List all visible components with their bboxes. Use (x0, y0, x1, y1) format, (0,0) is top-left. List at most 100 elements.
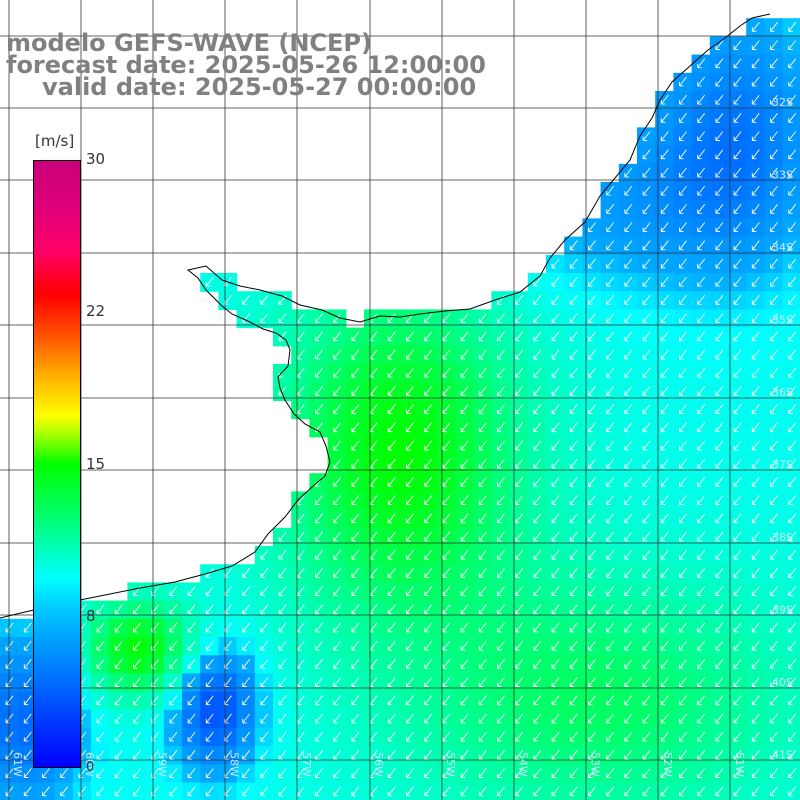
wind-arrow (387, 659, 396, 669)
wind-arrow (460, 422, 469, 433)
wind-arrow (406, 531, 414, 542)
wind-arrow (588, 586, 596, 596)
wind-arrow (642, 458, 651, 469)
wind-arrow (733, 622, 742, 633)
wind-arrow (260, 768, 269, 778)
wind-arrow (751, 367, 760, 378)
wind-arrow (606, 349, 615, 360)
wind-arrow (551, 549, 560, 560)
wind-arrow (642, 568, 651, 578)
wind-arrow (424, 659, 433, 669)
wind-arrow (788, 149, 797, 160)
wind-arrow (551, 477, 560, 487)
wind-arrow (606, 731, 615, 742)
wind-arrow (242, 295, 251, 305)
wind-arrow (460, 622, 469, 633)
wind-arrow (96, 731, 105, 742)
wind-arrow (497, 513, 505, 524)
wind-arrow (697, 750, 706, 760)
wind-arrow (642, 622, 651, 633)
wind-arrow (569, 258, 578, 269)
wind-arrow (606, 695, 615, 706)
wind-arrow (770, 185, 778, 196)
wind-arrow (260, 659, 269, 669)
wind-arrow (624, 295, 633, 305)
wind-arrow (642, 640, 651, 651)
wind-arrow (478, 349, 487, 360)
wind-arrow (788, 349, 797, 360)
wind-arrow (205, 713, 214, 724)
wind-arrow (733, 604, 742, 615)
wind-arrow (642, 695, 651, 706)
wind-arrow (733, 586, 742, 596)
wind-arrow (606, 677, 615, 687)
wind-arrow (205, 677, 214, 687)
wind-arrow (242, 568, 251, 578)
wind-arrow (697, 659, 706, 669)
wind-arrow (5, 786, 14, 797)
wind-arrow (642, 659, 651, 669)
wind-arrow (569, 713, 578, 724)
wind-arrow (788, 367, 797, 378)
wind-arrow (606, 495, 615, 505)
wind-arrow (679, 76, 687, 87)
wind-arrow (406, 695, 414, 706)
wind-arrow (733, 750, 742, 760)
wind-arrow (606, 604, 615, 615)
wind-arrow (205, 640, 214, 651)
wind-arrow (642, 440, 651, 451)
wind-arrow (751, 604, 760, 615)
colorbar-tick-30: 30 (86, 150, 106, 168)
wind-arrow (624, 659, 633, 669)
wind-arrow (770, 167, 778, 178)
wind-arrow (697, 367, 706, 378)
wind-arrow (387, 731, 396, 742)
wind-arrow (660, 677, 669, 687)
lat-label: 35S (772, 314, 793, 327)
wind-arrow (442, 786, 451, 797)
wind-arrow (751, 458, 760, 469)
wind-arrow (460, 604, 469, 615)
wind-arrow (715, 167, 724, 178)
wind-arrow (187, 622, 196, 633)
wind-arrow (114, 731, 123, 742)
wind-arrow (715, 640, 724, 651)
wind-arrow (606, 367, 615, 378)
wind-arrow (460, 386, 469, 396)
lon-label: 59W (155, 752, 168, 777)
wind-arrow (533, 422, 542, 433)
wind-arrow (642, 295, 651, 305)
wind-arrow (96, 695, 105, 706)
wind-arrow (114, 659, 123, 669)
wind-arrow (333, 750, 342, 760)
wind-arrow (351, 531, 360, 542)
lat-label: 33S (772, 169, 793, 182)
wind-arrow (5, 695, 14, 706)
wind-arrow (442, 349, 451, 360)
wind-arrow (315, 495, 323, 505)
wind-arrow (278, 677, 287, 687)
wind-arrow (5, 768, 14, 778)
wind-arrow (624, 750, 633, 760)
wind-arrow (406, 549, 414, 560)
wind-arrow (679, 240, 687, 251)
wind-arrow (333, 477, 342, 487)
wind-arrow (569, 731, 578, 742)
wind-arrow (387, 640, 396, 651)
wind-arrow (569, 604, 578, 615)
wind-arrow (642, 386, 651, 396)
wind-arrow (351, 568, 360, 578)
wind-arrow (697, 604, 706, 615)
wind-arrow (551, 568, 560, 578)
wind-arrow (205, 695, 214, 706)
wind-arrow (278, 604, 287, 615)
wind-arrow (187, 713, 196, 724)
wind-arrow (533, 513, 542, 524)
wind-arrow (460, 349, 469, 360)
wind-arrow (497, 586, 505, 596)
wind-arrow (278, 731, 287, 742)
wind-arrow (569, 386, 578, 396)
wind-arrow (478, 549, 487, 560)
wind-arrow (679, 586, 687, 596)
wind-arrow (351, 549, 360, 560)
